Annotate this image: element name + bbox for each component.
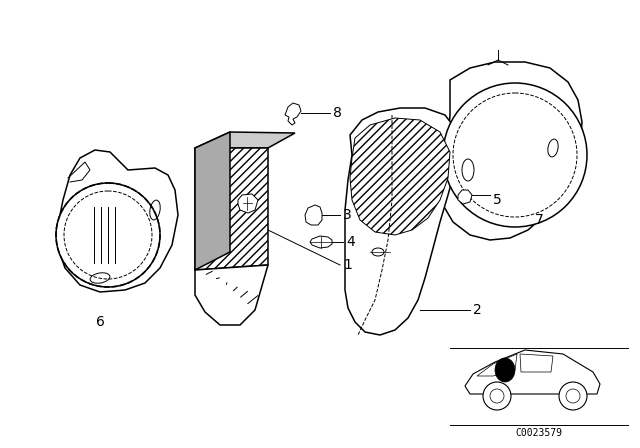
Polygon shape: [195, 148, 268, 270]
Text: 2: 2: [473, 303, 482, 317]
Polygon shape: [440, 62, 582, 240]
Circle shape: [443, 83, 587, 227]
Circle shape: [56, 183, 160, 287]
Circle shape: [559, 382, 587, 410]
Polygon shape: [195, 132, 230, 270]
Polygon shape: [58, 150, 178, 292]
Text: 6: 6: [95, 315, 104, 329]
Polygon shape: [345, 108, 458, 335]
Ellipse shape: [495, 358, 515, 382]
Text: 5: 5: [493, 193, 502, 207]
Text: 7: 7: [535, 213, 544, 227]
Polygon shape: [305, 205, 322, 225]
Polygon shape: [520, 354, 553, 372]
Circle shape: [566, 389, 580, 403]
Circle shape: [483, 382, 511, 410]
Polygon shape: [285, 103, 301, 125]
Text: 4: 4: [346, 235, 355, 249]
Text: 1: 1: [343, 258, 352, 272]
Polygon shape: [350, 118, 450, 235]
Polygon shape: [195, 132, 295, 148]
Text: C0023579: C0023579: [515, 428, 563, 438]
Text: 3: 3: [343, 208, 352, 222]
Polygon shape: [458, 190, 472, 204]
Polygon shape: [477, 354, 517, 376]
Circle shape: [490, 389, 504, 403]
Polygon shape: [195, 265, 268, 325]
Polygon shape: [310, 236, 332, 248]
Polygon shape: [238, 194, 258, 213]
Polygon shape: [465, 350, 600, 394]
Text: 8: 8: [333, 106, 342, 120]
